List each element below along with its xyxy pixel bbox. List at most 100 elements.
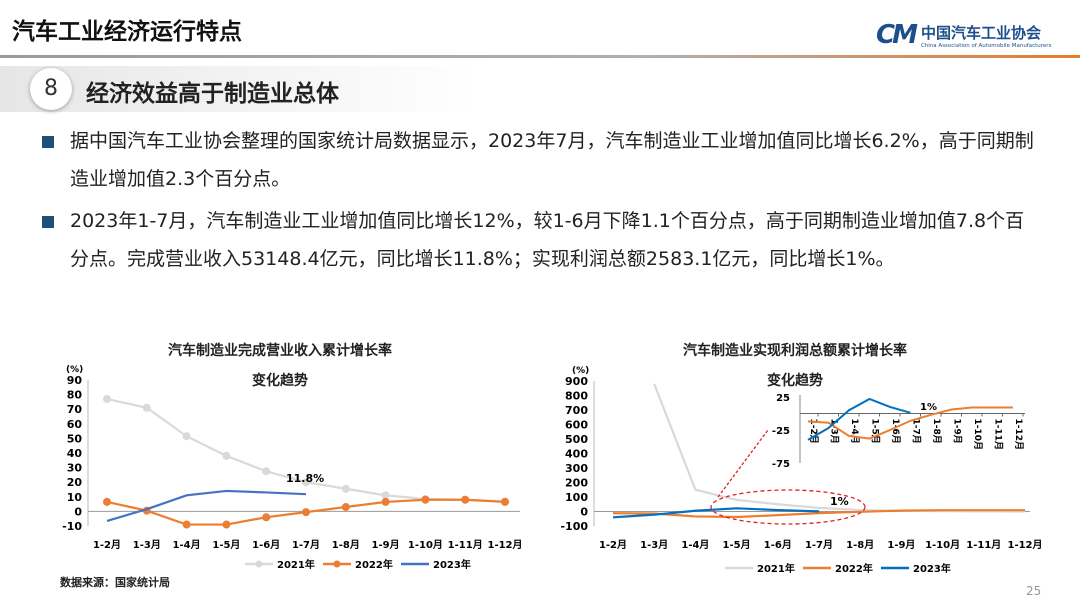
legend-marker — [333, 560, 341, 568]
chart2-title: 汽车制造业实现利润总额累计增长率 — [683, 343, 907, 359]
inset-x-tick-label: 1-4月 — [849, 419, 860, 444]
x-tick-label: 1-8月 — [332, 539, 360, 551]
inset-x-tick-label: 1-8月 — [931, 419, 942, 444]
data-point — [461, 495, 470, 504]
x-tick-label: 1-7月 — [805, 539, 833, 551]
x-tick-label: 1-11月 — [966, 539, 1001, 551]
inset-x-tick-label: 1-9月 — [952, 419, 963, 444]
highlight-ellipse — [710, 489, 866, 525]
chart2-subtitle: 变化趋势 — [767, 373, 823, 389]
data-point — [421, 495, 430, 504]
data-point — [262, 467, 271, 476]
x-tick-label: 1-9月 — [372, 539, 400, 551]
bullet-2: 2023年1-7月，汽车制造业工业增加值同比增长12%，较1-6月下降1.1个百… — [42, 202, 1042, 278]
x-tick-label: 1-3月 — [133, 539, 161, 551]
data-point — [103, 497, 111, 506]
data-point — [341, 484, 350, 493]
x-tick-label: 1-12月 — [487, 539, 522, 551]
series-line-2022年 — [612, 509, 1025, 519]
x-tick-label: 1-6月 — [252, 539, 280, 551]
y-tick-label: 0 — [580, 506, 588, 519]
y-tick-label: 10 — [67, 491, 83, 504]
y-tick-label: 300 — [565, 462, 588, 475]
y-tick-label: 400 — [565, 448, 588, 461]
y-tick-label: 80 — [67, 389, 83, 402]
y-unit-label: (%) — [572, 366, 589, 376]
data-point — [501, 497, 509, 506]
caam-logo-icon: CM — [876, 20, 918, 50]
x-tick-label: 1-10月 — [408, 539, 443, 551]
x-tick-label: 1-8月 — [846, 539, 874, 551]
y-unit-label: (%) — [66, 365, 83, 375]
annotation-label: 11.8% — [286, 472, 324, 485]
legend-label: 2021年 — [277, 558, 315, 571]
x-tick-label: 1-10月 — [925, 539, 960, 551]
y-tick-label: 700 — [565, 404, 588, 417]
inset-y-tick-label: 25 — [776, 393, 790, 404]
y-tick-label: 60 — [67, 418, 83, 431]
bullet-square-icon — [42, 216, 54, 228]
y-tick-label: 40 — [67, 447, 83, 460]
slide-title: 汽车工业经济运行特点 — [12, 19, 242, 45]
legend-label: 2021年 — [757, 562, 795, 575]
logo: CM 中国汽车工业协会 China Association of Automob… — [876, 20, 1051, 50]
data-point — [222, 520, 231, 529]
legend-label: 2023年 — [433, 558, 471, 571]
data-point — [341, 503, 350, 512]
chart1-title: 汽车制造业完成营业收入累计增长率 — [168, 343, 392, 359]
y-tick-label: 500 — [565, 433, 588, 446]
data-source: 数据来源：国家统计局 — [60, 576, 170, 589]
section-bar — [0, 66, 480, 112]
data-point — [103, 394, 111, 403]
section-title: 经济效益高于制造业总体 — [86, 81, 339, 107]
inset-annotation: 1% — [920, 402, 937, 413]
series-line-2023年 — [106, 489, 307, 522]
series-line-2021年 — [653, 383, 1026, 513]
y-tick-label: 90 — [67, 374, 83, 387]
y-tick-label: 800 — [565, 390, 588, 403]
inset-y-tick-label: -25 — [772, 426, 790, 437]
bullet-1: 据中国汽车工业协会整理的国家统计局数据显示，2023年7月，汽车制造业工业增加值… — [42, 122, 1042, 198]
legend-marker — [255, 560, 263, 568]
data-point — [142, 403, 151, 412]
bullet-square-icon — [42, 136, 54, 148]
y-tick-label: 50 — [67, 432, 83, 445]
legend-label: 2022年 — [835, 562, 873, 575]
callout-line — [717, 429, 769, 498]
inset-x-tick-label: 1-10月 — [972, 419, 983, 451]
data-point — [381, 491, 390, 500]
x-tick-label: 1-4月 — [681, 539, 709, 551]
inset-x-tick-label: 1-11月 — [993, 419, 1004, 451]
data-point — [262, 513, 271, 522]
x-tick-label: 1-5月 — [212, 539, 240, 551]
header-rule — [0, 55, 1080, 58]
data-point — [182, 520, 191, 529]
x-tick-label: 1-12月 — [1007, 539, 1042, 551]
logo-cn: 中国汽车工业协会 — [920, 23, 1041, 42]
legend-label: 2022年 — [355, 558, 393, 571]
inset-x-tick-label: 1-5月 — [870, 419, 881, 444]
chart1-subtitle: 变化趋势 — [252, 373, 308, 389]
y-tick-label: 30 — [67, 462, 83, 475]
annotation-label: 1% — [830, 495, 849, 508]
x-tick-label: 1-5月 — [723, 539, 751, 551]
legend-label: 2023年 — [913, 562, 951, 575]
inset-x-tick-label: 1-7月 — [911, 419, 922, 444]
series-line-2023年 — [612, 507, 820, 519]
inset-x-tick-label: 1-12月 — [1013, 419, 1024, 451]
data-point — [302, 478, 310, 487]
page-number: 25 — [1026, 584, 1042, 598]
y-tick-label: -100 — [560, 520, 588, 533]
section-number: 8 — [30, 68, 72, 110]
logo-en: China Association of Automobile Manufact… — [920, 42, 1052, 49]
inset-y-tick-label: -75 — [772, 459, 790, 470]
y-tick-label: -10 — [62, 520, 82, 533]
x-tick-label: 1-4月 — [173, 539, 201, 551]
y-tick-label: 100 — [565, 491, 588, 504]
inset-x-tick-label: 1-3月 — [829, 419, 840, 444]
y-tick-label: 900 — [565, 375, 588, 388]
data-point — [222, 451, 231, 460]
inset-series-line-2023年 — [807, 397, 911, 441]
inset-x-tick-label: 1-2月 — [808, 419, 819, 444]
